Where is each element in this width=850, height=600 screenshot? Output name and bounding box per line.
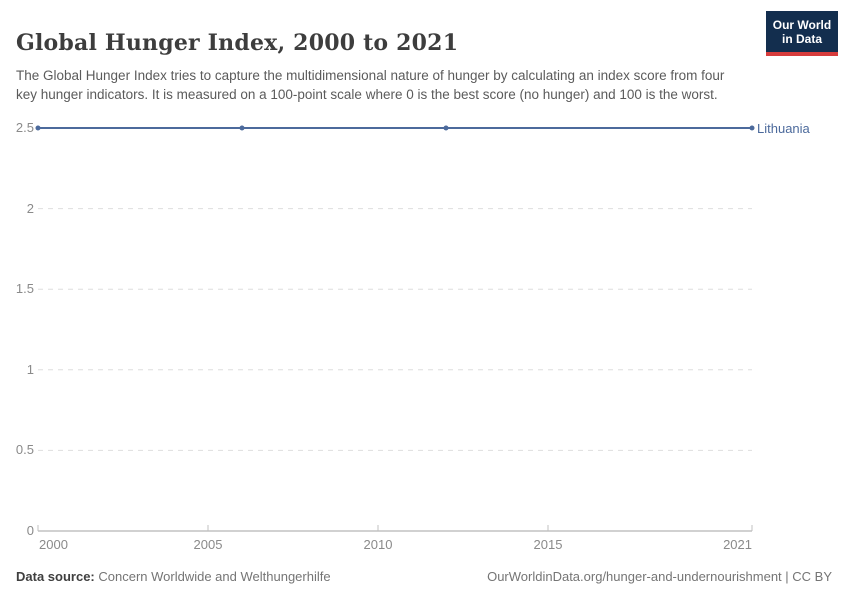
y-tick-label-0: 0 (26, 523, 34, 538)
data-point-2006[interactable] (239, 125, 245, 131)
owid-logo[interactable]: Our World in Data (766, 11, 838, 56)
y-tick-label-1: 1 (26, 361, 34, 377)
chart-subtitle: The Global Hunger Index tries to capture… (16, 67, 725, 102)
y-tick-label-2.5: 2.5 (15, 120, 34, 135)
footer-source-label: Data source: (16, 569, 95, 584)
page-title: Global Hunger Index, 2000 to 2021 (16, 29, 459, 56)
owid-logo-line1: Our World (772, 18, 832, 32)
data-point-2000[interactable] (35, 125, 41, 131)
owid-logo-line2: in Data (781, 32, 822, 46)
y-tick-label-0.5: 0.5 (15, 442, 34, 458)
y-tick-label-1.5: 1.5 (15, 281, 34, 297)
x-tick-label-2005: 2005 (193, 537, 223, 552)
data-point-2021[interactable] (749, 125, 755, 131)
x-tick-label-2000: 2000 (39, 537, 68, 552)
footer-attribution[interactable]: OurWorldinData.org/hunger-and-undernouri… (487, 569, 832, 584)
footer-source-value: Concern Worldwide and Welthungerhilfe (98, 569, 331, 584)
footer-source: Data source: Concern Worldwide and Welth… (16, 569, 331, 584)
y-tick-label-2: 2 (26, 200, 34, 216)
series-line-lithuania[interactable] (35, 125, 755, 131)
x-tick-label-2015: 2015 (533, 537, 563, 552)
x-tick-label-2021: 2021 (723, 537, 752, 552)
x-tick-label-2010: 2010 (363, 537, 393, 552)
series-label-lithuania[interactable]: Lithuania (757, 121, 810, 136)
data-point-2012[interactable] (443, 125, 449, 131)
